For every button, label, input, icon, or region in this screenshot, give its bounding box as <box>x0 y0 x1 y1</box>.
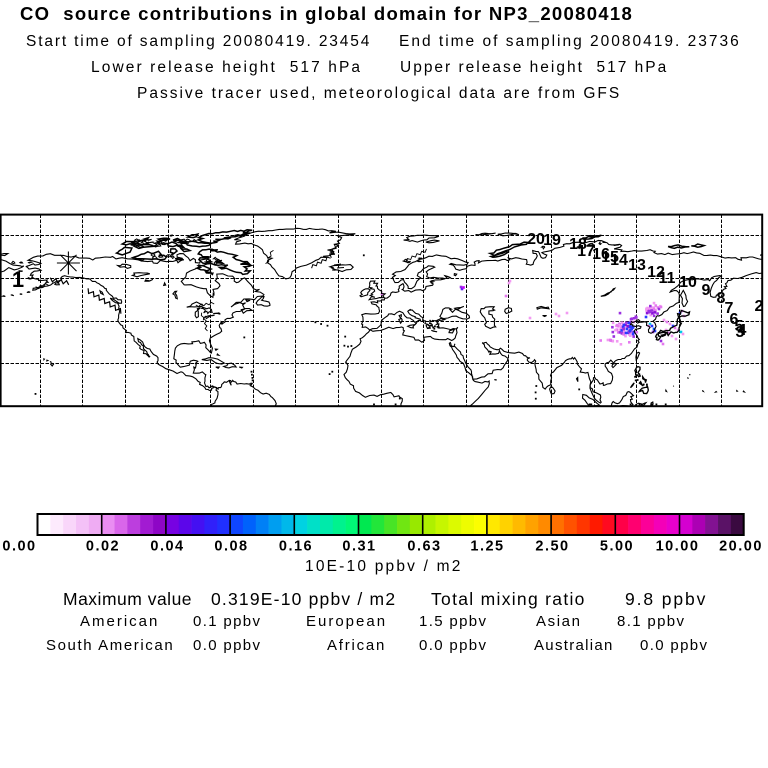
svg-text:6: 6 <box>730 311 739 328</box>
svg-text:4: 4 <box>738 322 747 339</box>
svg-text:0.16: 0.16 <box>279 539 313 555</box>
svg-text:12: 12 <box>647 264 665 281</box>
svg-text:7: 7 <box>725 300 734 317</box>
svg-text:0.00: 0.00 <box>2 539 36 555</box>
svg-text:20.00: 20.00 <box>719 539 763 555</box>
svg-text:1: 1 <box>12 267 24 292</box>
svg-text:14: 14 <box>610 252 628 269</box>
svg-text:13: 13 <box>628 257 646 274</box>
svg-text:1.25: 1.25 <box>470 539 504 555</box>
svg-text:0.63: 0.63 <box>407 539 441 555</box>
svg-text:2: 2 <box>755 298 764 315</box>
svg-text:3: 3 <box>736 324 745 341</box>
svg-text:0.02: 0.02 <box>86 539 120 555</box>
svg-text:8: 8 <box>717 290 726 307</box>
svg-text:0.04: 0.04 <box>150 539 184 555</box>
svg-text:19: 19 <box>543 232 561 249</box>
svg-text:0.08: 0.08 <box>214 539 248 555</box>
svg-text:15: 15 <box>601 249 619 266</box>
svg-text:10: 10 <box>679 274 697 291</box>
svg-text:11: 11 <box>659 270 676 287</box>
svg-text:0.31: 0.31 <box>342 539 376 555</box>
svg-text:20: 20 <box>527 231 545 248</box>
svg-text:5: 5 <box>735 318 744 335</box>
svg-text:9: 9 <box>702 282 711 299</box>
svg-text:16: 16 <box>592 246 610 263</box>
svg-text:10.00: 10.00 <box>656 539 700 555</box>
svg-text:17: 17 <box>577 243 595 260</box>
svg-text:2.50: 2.50 <box>535 539 569 555</box>
svg-text:18: 18 <box>569 236 587 253</box>
svg-text:5.00: 5.00 <box>600 539 634 555</box>
